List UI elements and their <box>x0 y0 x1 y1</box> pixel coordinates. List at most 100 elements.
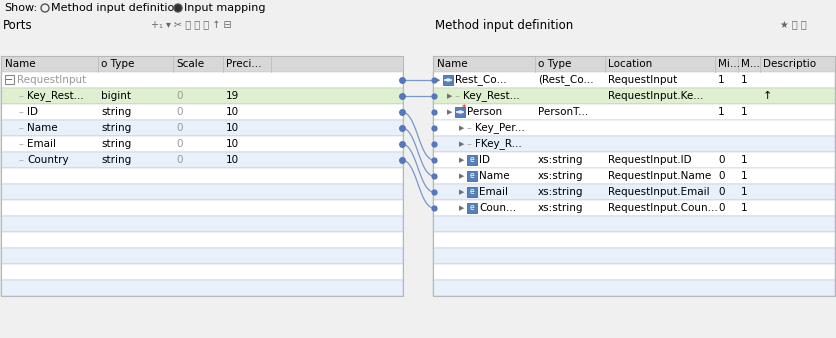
Text: ★ ⎗ ⎙: ★ ⎗ ⎙ <box>780 21 807 30</box>
Text: ↑: ↑ <box>763 91 772 101</box>
Text: RequestInput: RequestInput <box>17 75 86 85</box>
Text: Mi...: Mi... <box>718 59 740 69</box>
Bar <box>433 72 835 88</box>
Text: 0: 0 <box>718 155 725 165</box>
Text: 0: 0 <box>176 155 182 165</box>
Text: 1: 1 <box>741 171 747 181</box>
Bar <box>1 104 403 120</box>
Text: ▶: ▶ <box>435 77 441 83</box>
Text: 1: 1 <box>741 155 747 165</box>
Text: e: e <box>470 188 474 196</box>
Text: –: – <box>467 123 472 133</box>
Text: Method input definition: Method input definition <box>51 3 181 13</box>
Bar <box>1 280 403 296</box>
Text: –: – <box>455 91 460 101</box>
Text: 0: 0 <box>176 123 182 133</box>
Text: ▶: ▶ <box>459 205 464 211</box>
Text: string: string <box>101 155 131 165</box>
Text: string: string <box>101 139 131 149</box>
Bar <box>1 72 403 88</box>
Bar <box>433 152 835 168</box>
Text: string: string <box>101 107 131 117</box>
Text: 10: 10 <box>226 107 239 117</box>
Text: 1: 1 <box>741 187 747 197</box>
Bar <box>1 200 403 216</box>
Text: –: – <box>19 155 24 165</box>
Text: Key_Rest...: Key_Rest... <box>463 91 520 101</box>
Text: e: e <box>446 77 450 83</box>
Text: RequestInput.Email: RequestInput.Email <box>608 187 710 197</box>
Text: –: – <box>19 91 24 101</box>
Circle shape <box>174 4 182 12</box>
Bar <box>433 136 835 152</box>
Bar <box>433 88 835 104</box>
Text: RequestInput.Name: RequestInput.Name <box>608 171 711 181</box>
Text: RequestInput.ID: RequestInput.ID <box>608 155 691 165</box>
Text: 0: 0 <box>176 91 182 101</box>
Text: Show:: Show: <box>4 3 37 13</box>
Text: RequestInput.Coun...: RequestInput.Coun... <box>608 203 718 213</box>
Text: ▶: ▶ <box>459 173 464 179</box>
Bar <box>1 88 403 104</box>
Text: 10: 10 <box>226 123 239 133</box>
Text: Country: Country <box>27 155 69 165</box>
Bar <box>0 0 836 16</box>
Text: Rest_Co...: Rest_Co... <box>455 75 507 86</box>
Text: o Type: o Type <box>101 59 135 69</box>
Text: ▶: ▶ <box>459 189 464 195</box>
Text: 0: 0 <box>718 203 725 213</box>
Bar <box>455 107 465 117</box>
Text: Scale: Scale <box>176 59 204 69</box>
Text: Email: Email <box>27 139 56 149</box>
Bar <box>433 56 835 296</box>
Text: ▶: ▶ <box>447 109 452 115</box>
Text: e: e <box>458 109 462 115</box>
Bar <box>5 75 14 84</box>
Bar <box>1 56 403 296</box>
Bar <box>1 56 403 72</box>
Text: Name: Name <box>27 123 58 133</box>
Bar <box>433 168 835 184</box>
Text: –: – <box>467 139 472 149</box>
Text: *: * <box>461 104 466 114</box>
Bar <box>1 264 403 280</box>
Text: 1: 1 <box>718 107 725 117</box>
Text: xs:string: xs:string <box>538 171 584 181</box>
Bar <box>433 248 835 264</box>
Text: e: e <box>470 203 474 213</box>
Text: Name: Name <box>437 59 467 69</box>
Bar <box>433 56 835 72</box>
Text: o Type: o Type <box>538 59 571 69</box>
Bar <box>433 216 835 232</box>
Text: ▶: ▶ <box>459 157 464 163</box>
Text: Method input definition: Method input definition <box>435 19 573 32</box>
Bar <box>467 187 477 197</box>
Text: –: – <box>19 123 24 133</box>
Text: 0: 0 <box>718 187 725 197</box>
Bar <box>433 120 835 136</box>
Bar <box>433 280 835 296</box>
Text: 1: 1 <box>741 75 747 85</box>
Text: FKey_R...: FKey_R... <box>475 139 522 149</box>
Text: Email: Email <box>479 187 508 197</box>
Text: –: – <box>19 139 24 149</box>
Text: ▶: ▶ <box>459 125 464 131</box>
Bar <box>1 152 403 168</box>
Bar <box>433 232 835 248</box>
Bar <box>443 75 453 85</box>
Text: string: string <box>101 123 131 133</box>
Text: Name: Name <box>479 171 510 181</box>
Text: Input mapping: Input mapping <box>184 3 266 13</box>
Bar <box>433 264 835 280</box>
Text: RequestInput.Ke...: RequestInput.Ke... <box>608 91 703 101</box>
Text: xs:string: xs:string <box>538 155 584 165</box>
Text: 1: 1 <box>718 75 725 85</box>
Bar <box>433 200 835 216</box>
Text: 1: 1 <box>741 107 747 117</box>
Bar <box>1 120 403 136</box>
Text: +₁ ▾ ✂ ⎗ ⎙ ⎙ ↑ ⊟: +₁ ▾ ✂ ⎗ ⎙ ⎙ ↑ ⊟ <box>151 21 232 30</box>
Bar <box>1 232 403 248</box>
Text: 0: 0 <box>176 107 182 117</box>
Text: 0: 0 <box>176 139 182 149</box>
Text: 1: 1 <box>741 203 747 213</box>
